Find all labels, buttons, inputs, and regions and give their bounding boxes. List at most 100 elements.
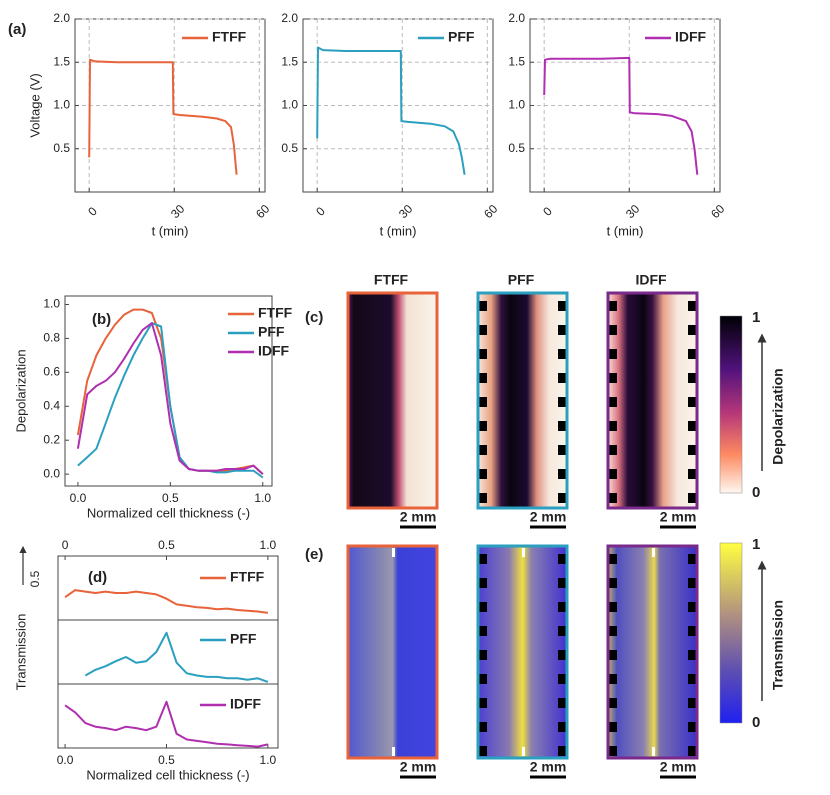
edge-notch [479,445,487,455]
edge-notch [558,325,566,335]
edge-notch [558,674,566,684]
y-tick-label: 1.5 [53,54,70,68]
edge-notch [558,445,566,455]
panel-label: (c) [305,309,323,326]
column-header: PFF [508,272,535,288]
y-tick-label: 1.0 [281,98,298,112]
edge-notch [479,469,487,479]
edge-notch [688,674,696,684]
data-line [88,58,238,175]
data-line [543,56,699,175]
plot-frame [57,619,279,685]
edge-mark [392,747,395,756]
edge-notch [479,626,487,636]
edge-notch [479,650,487,660]
edge-notch [479,698,487,708]
x-axis-label: t (min) [152,223,189,238]
edge-notch [479,493,487,503]
colorbar [719,315,743,494]
edge-notch [609,469,617,479]
image-frame [606,544,699,760]
y-tick-label: 0.4 [43,398,60,412]
edge-notch [479,578,487,588]
edge-notch [609,397,617,407]
legend-label: FTFF [230,569,265,585]
edge-notch [558,469,566,479]
edge-notch [609,746,617,756]
legend-label: IDFF [258,343,290,359]
x-axis-label: t (min) [607,223,644,238]
edge-notch [609,349,617,359]
edge-notch [479,301,487,311]
edge-notch [558,722,566,732]
x-tick-label: 60 [253,202,273,222]
data-line [76,322,264,475]
edge-notch [688,746,696,756]
data-line [64,700,269,748]
edge-notch [479,373,487,383]
column-header: IDFF [635,272,667,288]
edge-notch [479,349,487,359]
edge-notch [688,722,696,732]
scale-bar-label: 2 mm [400,509,437,525]
legend-label: PFF [230,631,257,647]
edge-notch [609,722,617,732]
edge-notch [688,626,696,636]
edge-notch [688,421,696,431]
colorbar-max: 1 [752,536,760,553]
x-tick-label: 0.0 [57,753,74,767]
edge-notch [558,373,566,383]
edge-notch [688,469,696,479]
colorbar [719,542,743,724]
edge-notch [558,746,566,756]
y-tick-label: 1.5 [281,54,298,68]
colorbar-max: 1 [752,309,760,326]
x-tick-label: 0.5 [158,753,175,767]
x-tick-label: 0.5 [162,491,179,505]
edge-notch [558,578,566,588]
colorbar-min: 0 [752,714,760,731]
edge-notch [609,602,617,612]
edge-notch [479,325,487,335]
edge-notch [688,698,696,708]
x-axis-label: Normalized cell thickness (-) [86,767,249,782]
image-map [348,293,437,508]
edge-notch [609,301,617,311]
data-line [76,308,264,475]
edge-notch [558,698,566,708]
y-tick-label: 1.0 [43,297,60,311]
y-axis-label: Depolarization [13,349,28,432]
edge-notch [479,746,487,756]
panel-label: (d) [88,569,107,586]
edge-notch [558,554,566,564]
data-line [77,322,264,479]
x-tick-label: 0 [62,538,69,552]
y-tick-label: 0.5 [508,141,525,155]
edge-mark [392,548,395,557]
y-tick-label: 0.2 [43,432,60,446]
y-axis-label: Transmission [13,614,28,691]
edge-notch [688,349,696,359]
x-tick-label: 30 [396,202,416,222]
legend-label: PFF [258,324,285,340]
edge-notch [609,698,617,708]
colorbar-label: Transmission [770,600,786,690]
y-tick-label: 0.5 [281,141,298,155]
image-map [608,546,697,758]
scale-bar-label: 2 mm [660,759,697,775]
edge-notch [558,301,566,311]
y-tick-label: 2.0 [53,11,70,25]
y-tick-label: 0.5 [53,141,70,155]
image-frame [606,291,699,510]
legend-label: FTFF [258,305,293,321]
edge-notch [479,554,487,564]
y-tick-label: 2.0 [508,11,525,25]
edge-notch [558,650,566,660]
x-tick-label: 30 [168,202,188,222]
edge-mark [522,548,525,557]
legend-label: IDFF [675,29,707,45]
scale-bar-label: 2 mm [400,759,437,775]
edge-notch [609,554,617,564]
scale-label: 0.5 [28,570,42,587]
